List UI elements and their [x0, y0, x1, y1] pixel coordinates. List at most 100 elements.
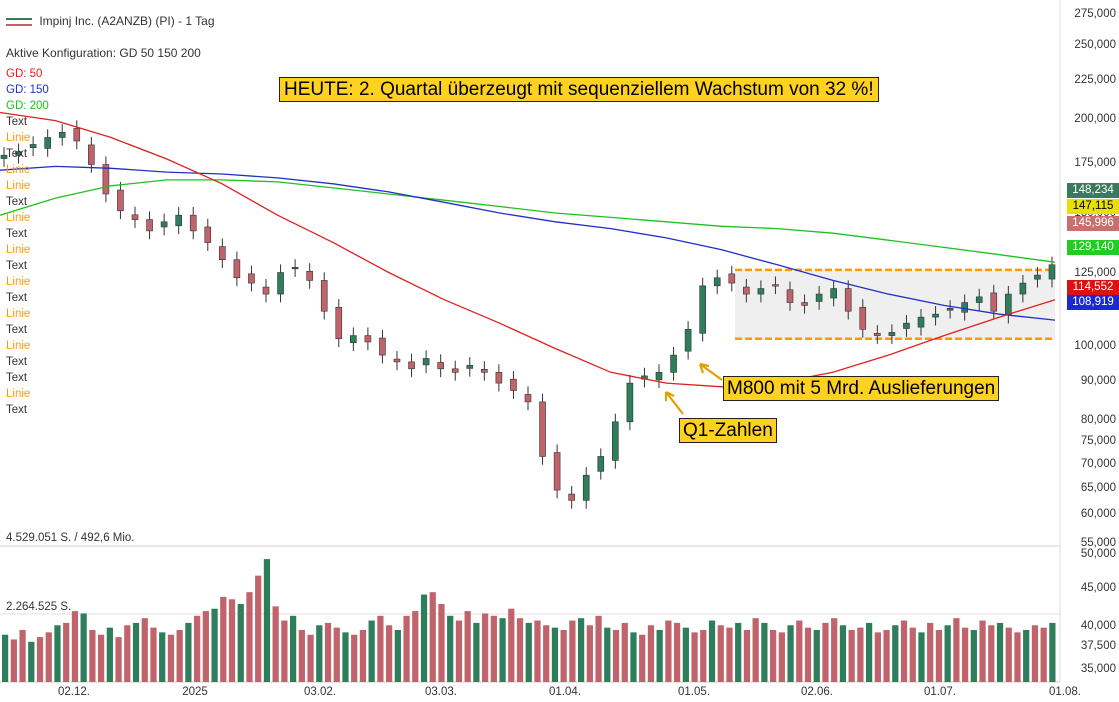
volume-bar	[377, 615, 384, 682]
y-tick-label: 175,000	[1074, 156, 1116, 169]
volume-bar	[935, 630, 943, 682]
volume-bar	[80, 613, 87, 682]
candle-body	[248, 273, 255, 284]
volume-tick-label: 37,500	[1080, 640, 1116, 652]
candle-body	[262, 286, 270, 295]
candle-body	[350, 335, 357, 344]
y-tick-label: 225,000	[1074, 73, 1116, 86]
volume-bar	[813, 630, 820, 682]
volume-bar	[342, 632, 349, 682]
candle-body	[451, 368, 459, 373]
candle-body	[1034, 274, 1041, 280]
volume-bar	[900, 620, 908, 682]
legend-item: Text	[6, 260, 28, 272]
q1-arrow	[664, 391, 684, 415]
volume-bar	[944, 625, 951, 682]
volume-bar	[237, 604, 244, 682]
candle-body	[626, 382, 634, 423]
volume-bar	[770, 630, 777, 682]
legend-item: Linie	[6, 164, 31, 176]
volume-bar	[866, 622, 873, 682]
volume-bar	[682, 627, 689, 682]
gd200-line	[0, 179, 1056, 263]
volume-bar	[115, 637, 122, 682]
volume-bar	[988, 625, 995, 682]
volume-bar	[909, 627, 916, 682]
legend-item: Linie	[6, 244, 31, 256]
volume-bar	[255, 575, 262, 682]
volume-bar	[71, 611, 79, 682]
volume-tick-label: 35,000	[1080, 663, 1116, 675]
price-tag: 108,919	[1067, 295, 1119, 310]
volume-bar	[639, 634, 646, 682]
candle-body	[728, 273, 736, 284]
volume-bar	[970, 630, 977, 682]
volume-bar	[630, 632, 637, 682]
volume-bar	[54, 625, 61, 682]
volume-bar	[778, 632, 785, 682]
volume-bar	[324, 622, 332, 682]
candle-body	[131, 214, 139, 220]
candle-body	[58, 132, 66, 138]
volume-bar	[508, 608, 515, 682]
legend-item: Text	[6, 116, 28, 128]
volume-bar	[534, 620, 541, 682]
candle-body	[961, 302, 968, 313]
legend-item: GD: 150	[6, 84, 49, 96]
volume-bar	[700, 630, 707, 682]
candle-body	[699, 285, 706, 334]
volume-bar	[124, 625, 131, 682]
price-tag: 145,996	[1067, 216, 1119, 231]
volume-bar	[647, 625, 655, 682]
volume-bar	[1014, 632, 1021, 682]
volume-bar	[98, 634, 105, 682]
legend-item: Linie	[6, 276, 31, 288]
volume-bar	[490, 615, 497, 682]
x-tick-label: 2025	[182, 686, 208, 698]
volume-bar	[228, 599, 236, 682]
volume-bar	[438, 604, 445, 682]
volume-bar	[516, 618, 524, 682]
candle-body	[0, 154, 8, 159]
legend-item: Text	[6, 404, 28, 416]
candle-body	[670, 354, 677, 373]
y-tick-label: 60,000	[1080, 508, 1116, 521]
legend-item: Text	[6, 196, 28, 208]
candle-body	[160, 221, 168, 228]
legend-item: GD: 200	[6, 100, 49, 112]
volume-bar	[499, 618, 506, 682]
volume-bar	[996, 622, 1004, 682]
volume-bar	[220, 596, 227, 682]
candle-body	[815, 293, 823, 302]
candle-body	[597, 456, 605, 472]
candle-body	[364, 335, 372, 343]
config-label: Aktive Konfiguration: GD 50 150 200	[6, 46, 201, 60]
volume-bar	[1040, 627, 1047, 682]
candle-body	[29, 144, 37, 148]
candle-body	[568, 493, 575, 501]
candle-body	[859, 306, 867, 330]
x-tick-label: 01.04.	[549, 686, 581, 698]
volume-bar	[831, 618, 838, 682]
candle-body	[539, 401, 546, 457]
candle-body	[553, 452, 561, 491]
volume-bar	[455, 620, 463, 682]
volume-bar	[726, 627, 733, 682]
volume-bar	[141, 618, 148, 682]
volume-bar	[176, 630, 183, 682]
volume-bar	[665, 620, 672, 682]
candle-body	[757, 288, 765, 295]
y-tick-label: 90,000	[1080, 375, 1116, 388]
y-tick-label: 75,000	[1080, 435, 1116, 448]
candle-body	[466, 365, 474, 369]
candle-body	[146, 219, 153, 232]
candle-body	[15, 151, 22, 156]
volume-bar	[883, 630, 890, 682]
x-tick-label: 03.02.	[304, 686, 336, 698]
candle-body	[1019, 282, 1027, 295]
volume-bar	[761, 622, 768, 682]
volume-bar	[743, 630, 751, 682]
candle-body	[379, 337, 386, 356]
candle-body	[88, 144, 95, 165]
